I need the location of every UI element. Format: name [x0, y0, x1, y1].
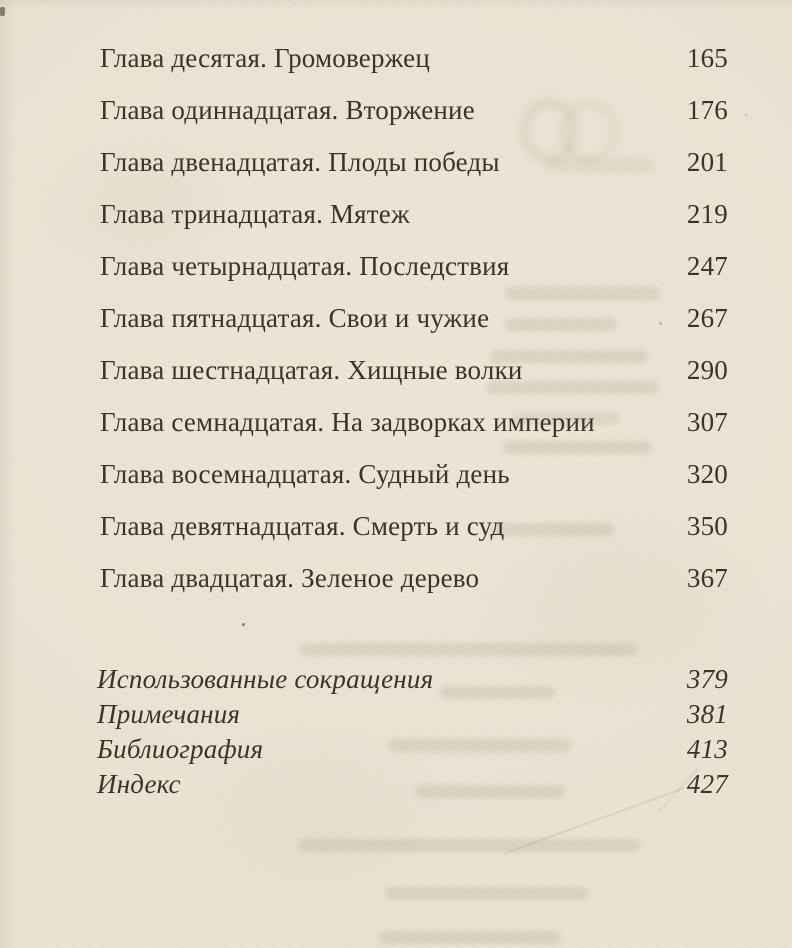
- toc-entry: Глава девятнадцатая. Смерть и суд 350: [100, 513, 728, 540]
- toc-back-matter-list: Использованные сокращения 379 Примечания…: [97, 666, 728, 806]
- toc-entry: Использованные сокращения 379: [97, 666, 728, 693]
- toc-entry-page: 367: [686, 563, 728, 593]
- toc-entry-title: Примечания: [97, 699, 241, 729]
- toc-entry: Глава одиннадцатая. Вторжение 176: [100, 97, 728, 124]
- toc-entry-page: 350: [686, 511, 728, 541]
- toc-entry-title: Глава пятнадцатая. Свои и чужие: [100, 303, 490, 333]
- toc-entry: Глава двенадцатая. Плоды победы 201: [100, 149, 728, 176]
- toc-entry-page: 413: [686, 734, 728, 764]
- bleed-through-mark: [300, 643, 638, 656]
- toc-entry: Индекс 427: [97, 771, 728, 798]
- toc-entry: Глава десятая. Громовержец 165: [100, 45, 728, 72]
- bleed-through-mark: [298, 839, 640, 852]
- toc-entry: Глава четырнадцатая. Последствия 247: [100, 253, 728, 280]
- toc-entry-title: Библиография: [97, 734, 264, 764]
- toc-entry-page: 379: [686, 664, 728, 694]
- paper-speck: [745, 114, 747, 116]
- toc-entry-title: Глава тринадцатая. Мятеж: [100, 199, 410, 229]
- toc-entry-title: Глава двадцатая. Зеленое дерево: [100, 563, 480, 593]
- toc-entry-page: 176: [686, 95, 728, 125]
- toc-entry-title: Глава восемнадцатая. Судный день: [100, 459, 510, 489]
- toc-entry-title: Глава семнадцатая. На задворках империи: [100, 407, 595, 437]
- toc-entry: Глава шестнадцатая. Хищные волки 290: [100, 357, 728, 384]
- toc-entry-title: Глава шестнадцатая. Хищные волки: [100, 355, 523, 385]
- toc-entry-title: Глава девятнадцатая. Смерть и суд: [100, 511, 505, 541]
- toc-entry-page: 247: [686, 251, 728, 281]
- toc-entry-page: 320: [686, 459, 728, 489]
- toc-entry: Глава тринадцатая. Мятеж 219: [100, 201, 728, 228]
- toc-entry: Глава двадцатая. Зеленое дерево 367: [100, 565, 728, 592]
- paper-speck: [242, 623, 245, 626]
- toc-entry-page: 427: [686, 769, 728, 799]
- toc-entry: Глава пятнадцатая. Свои и чужие 267: [100, 305, 728, 332]
- toc-entry-title: Глава десятая. Громовержец: [100, 43, 430, 73]
- toc-entry-page: 165: [686, 43, 728, 73]
- toc-entry-page: 307: [686, 407, 728, 437]
- toc-chapter-list: Глава десятая. Громовержец 165 Глава оди…: [100, 45, 728, 617]
- bleed-through-mark: [378, 931, 561, 944]
- paper-speck: [0, 7, 5, 16]
- toc-entry-title: Глава двенадцатая. Плоды победы: [100, 147, 500, 177]
- toc-entry-page: 381: [686, 699, 728, 729]
- toc-entry: Примечания 381: [97, 701, 728, 728]
- toc-entry: Библиография 413: [97, 736, 728, 763]
- toc-entry: Глава восемнадцатая. Судный день 320: [100, 461, 728, 488]
- bleed-through-mark: [385, 887, 588, 900]
- toc-entry: Глава семнадцатая. На задворках империи …: [100, 409, 728, 436]
- toc-entry-page: 219: [686, 199, 728, 229]
- toc-entry-page: 267: [686, 303, 728, 333]
- toc-entry-page: 290: [686, 355, 728, 385]
- toc-entry-title: Индекс: [97, 769, 181, 799]
- toc-entry-page: 201: [686, 147, 728, 177]
- toc-entry-title: Глава четырнадцатая. Последствия: [100, 251, 510, 281]
- toc-entry-title: Глава одиннадцатая. Вторжение: [100, 95, 475, 125]
- toc-entry-title: Использованные сокращения: [97, 664, 434, 694]
